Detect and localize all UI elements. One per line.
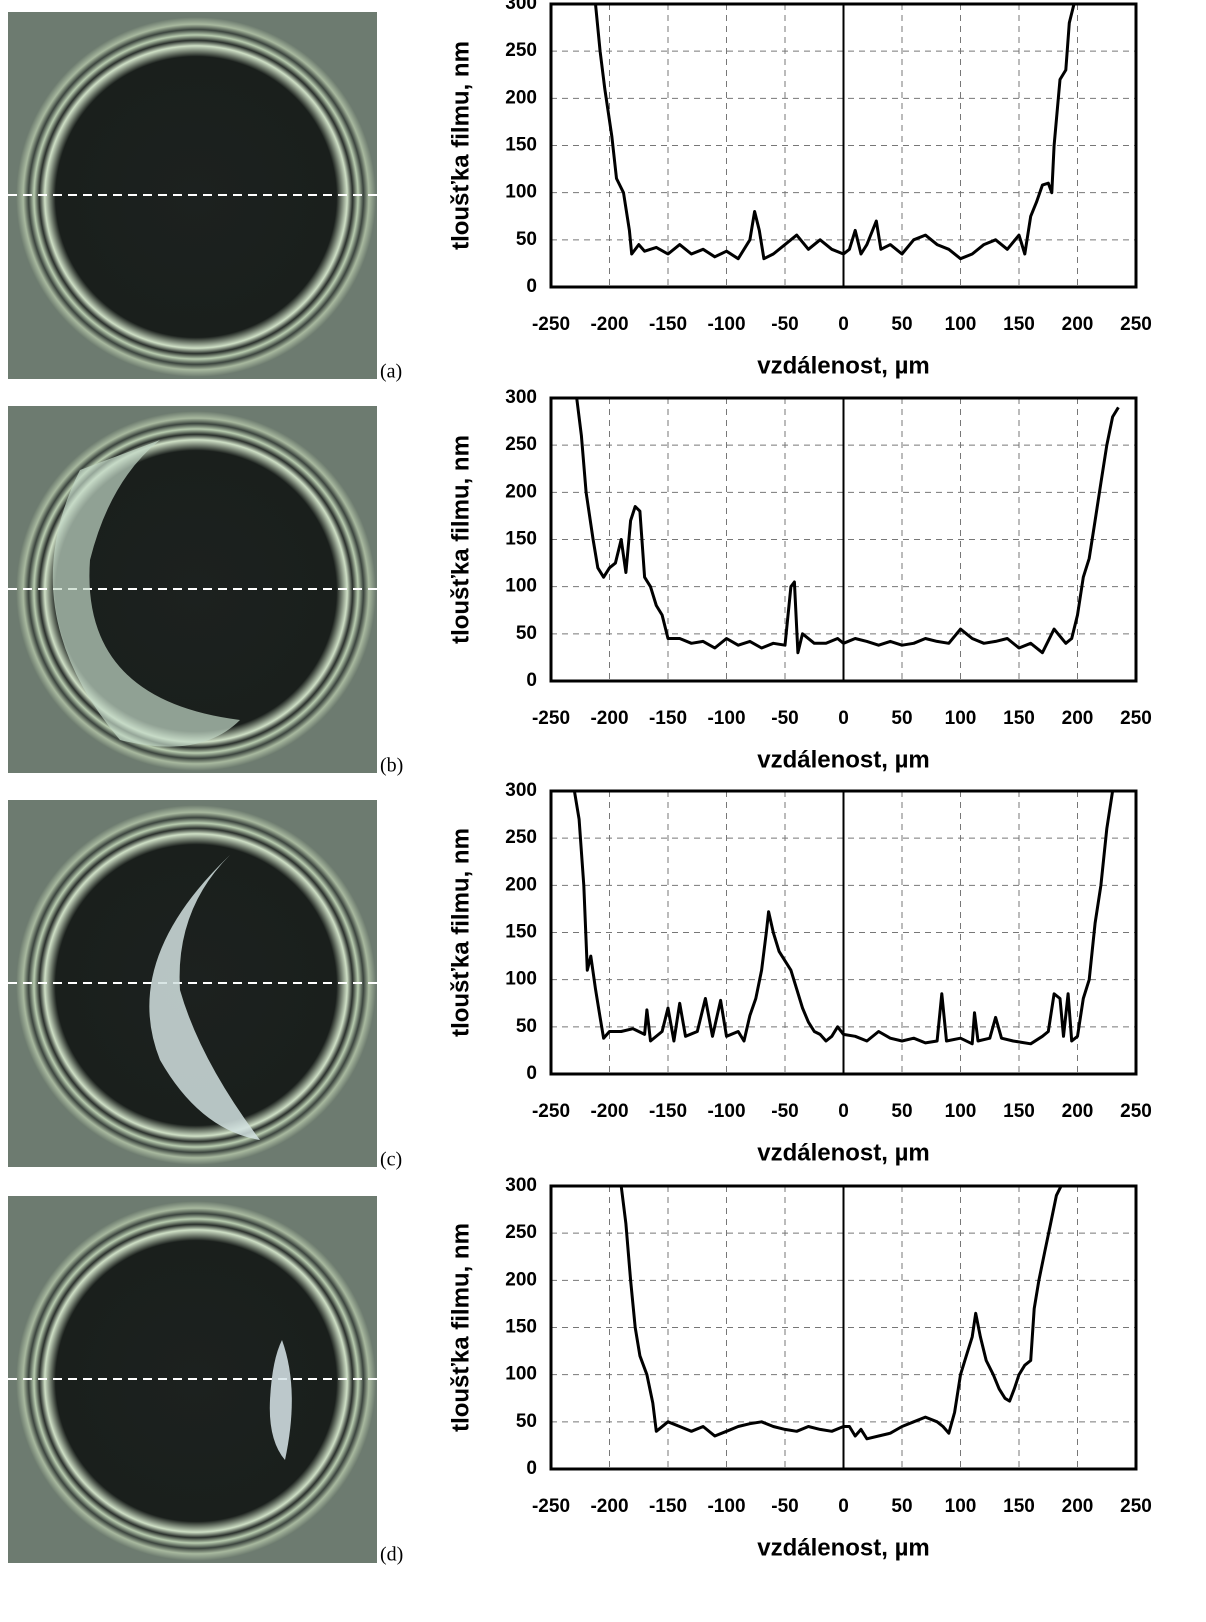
x-tick-label: -200	[590, 314, 628, 335]
data-line	[619, 1185, 1063, 1441]
y-axis-label: tloušťka filmu, nm	[447, 435, 474, 644]
y-tick-label: 300	[505, 0, 537, 14]
y-tick-label: 300	[505, 780, 537, 801]
y-tick-label: 150	[505, 529, 537, 550]
y-tick-label: 50	[516, 623, 537, 644]
x-tick-label: 200	[1062, 708, 1094, 729]
x-tick-label: -250	[532, 314, 570, 335]
panel-label: (a)	[380, 361, 402, 383]
panel-label: (d)	[380, 1544, 403, 1566]
x-axis-label: vzdálenost, µm	[757, 1534, 930, 1561]
x-tick-label: -100	[707, 1496, 745, 1517]
y-tick-label: 100	[505, 182, 537, 203]
y-tick-label: 200	[505, 481, 537, 502]
x-axis-label: vzdálenost, µm	[757, 746, 930, 773]
y-axis-label: tloušťka filmu, nm	[447, 1223, 474, 1432]
x-tick-label: 150	[1003, 314, 1035, 335]
x-tick-label: 250	[1120, 708, 1152, 729]
x-tick-label: -250	[532, 1496, 570, 1517]
x-tick-label: -50	[771, 1101, 798, 1122]
y-tick-label: 0	[526, 670, 537, 691]
plot-frame	[549, 396, 1138, 683]
y-tick-label: 100	[505, 576, 537, 597]
x-tick-label: 100	[945, 708, 977, 729]
x-tick-label: 50	[891, 708, 912, 729]
x-tick-label: -150	[649, 1101, 687, 1122]
x-tick-label: -150	[649, 314, 687, 335]
x-tick-label: -50	[771, 708, 798, 729]
y-tick-label: 200	[505, 1269, 537, 1290]
x-tick-label: 0	[838, 314, 849, 335]
y-tick-label: 150	[505, 1317, 537, 1338]
y-tick-label: 250	[505, 1222, 537, 1243]
x-tick-label: 150	[1003, 708, 1035, 729]
panel-label: (b)	[380, 755, 403, 777]
panel-label: (c)	[380, 1149, 402, 1171]
x-tick-label: 100	[945, 314, 977, 335]
x-tick-label: 150	[1003, 1496, 1035, 1517]
y-tick-label: 200	[505, 87, 537, 108]
x-tick-label: 150	[1003, 1101, 1035, 1122]
x-tick-label: 100	[945, 1101, 977, 1122]
x-tick-label: -100	[707, 314, 745, 335]
x-tick-label: -100	[707, 708, 745, 729]
plot-frame	[549, 2, 1138, 289]
x-tick-label: -100	[707, 1101, 745, 1122]
x-tick-label: -250	[532, 1101, 570, 1122]
x-tick-label: -50	[771, 1496, 798, 1517]
x-tick-label: 0	[838, 1496, 849, 1517]
micrograph-c	[8, 800, 377, 1167]
y-tick-label: 50	[516, 1411, 537, 1432]
y-tick-label: 250	[505, 434, 537, 455]
x-tick-label: -50	[771, 314, 798, 335]
y-tick-label: 100	[505, 1364, 537, 1385]
data-line	[575, 397, 1120, 655]
data-line	[572, 790, 1115, 1046]
y-tick-label: 100	[505, 969, 537, 990]
x-tick-label: 250	[1120, 1101, 1152, 1122]
x-tick-label: -150	[649, 708, 687, 729]
x-tick-label: -250	[532, 708, 570, 729]
y-tick-label: 300	[505, 1175, 537, 1196]
y-tick-label: 300	[505, 387, 537, 408]
y-axis-label: tloušťka filmu, nm	[447, 41, 474, 250]
x-tick-label: 200	[1062, 314, 1094, 335]
x-tick-label: -150	[649, 1496, 687, 1517]
y-tick-label: 0	[526, 1063, 537, 1084]
y-tick-label: 0	[526, 276, 537, 297]
x-tick-label: 0	[838, 1101, 849, 1122]
x-tick-label: 200	[1062, 1496, 1094, 1517]
y-tick-label: 0	[526, 1458, 537, 1479]
y-tick-label: 200	[505, 874, 537, 895]
micrograph-a	[8, 12, 377, 379]
plot-frame	[549, 1184, 1138, 1471]
x-tick-label: 100	[945, 1496, 977, 1517]
x-tick-label: 200	[1062, 1101, 1094, 1122]
x-axis-label: vzdálenost, µm	[757, 1139, 930, 1166]
x-tick-label: 50	[891, 1496, 912, 1517]
x-tick-label: -200	[590, 1496, 628, 1517]
y-tick-label: 250	[505, 827, 537, 848]
micrograph-b	[8, 406, 377, 773]
plot-frame	[549, 789, 1138, 1076]
x-tick-label: 250	[1120, 1496, 1152, 1517]
y-axis-label: tloušťka filmu, nm	[447, 828, 474, 1037]
y-tick-label: 150	[505, 135, 537, 156]
x-tick-label: -200	[590, 708, 628, 729]
x-tick-label: 250	[1120, 314, 1152, 335]
y-tick-label: 150	[505, 922, 537, 943]
x-tick-label: 0	[838, 708, 849, 729]
micrograph-d	[8, 1196, 377, 1563]
x-axis-label: vzdálenost, µm	[757, 352, 930, 379]
y-tick-label: 250	[505, 40, 537, 61]
data-line	[594, 3, 1076, 261]
y-tick-label: 50	[516, 229, 537, 250]
x-tick-label: -200	[590, 1101, 628, 1122]
y-tick-label: 50	[516, 1016, 537, 1037]
x-tick-label: 50	[891, 314, 912, 335]
x-tick-label: 50	[891, 1101, 912, 1122]
